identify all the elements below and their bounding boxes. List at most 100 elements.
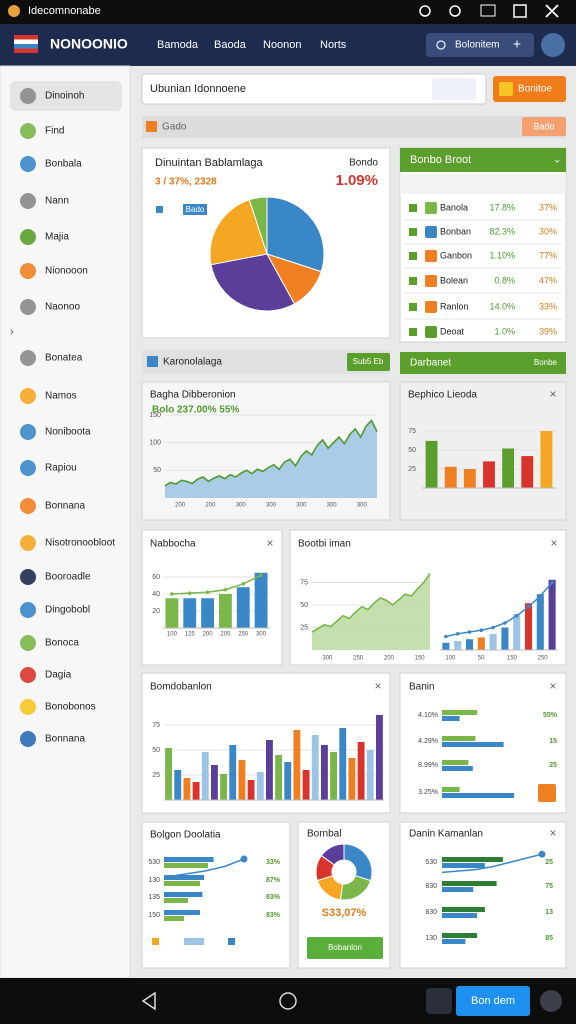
back-button[interactable] bbox=[141, 991, 156, 1011]
row-value: 37% bbox=[539, 202, 557, 212]
row-icon bbox=[425, 301, 437, 313]
sidebar-item[interactable]: Booroadle bbox=[45, 572, 91, 583]
sidebar-item[interactable]: Naonoo bbox=[45, 302, 80, 313]
sidebar-item[interactable]: Nann bbox=[45, 196, 69, 207]
sidebar-icon bbox=[20, 535, 36, 551]
sidebar-item[interactable]: Nionooon bbox=[45, 266, 88, 277]
bar bbox=[548, 579, 556, 650]
trend-point bbox=[467, 630, 472, 634]
search-field[interactable] bbox=[141, 73, 487, 105]
row-label: 130 bbox=[148, 877, 160, 884]
sidebar-item[interactable]: Namos bbox=[45, 391, 77, 402]
hbar bbox=[442, 857, 503, 862]
status-title: Idecomnonabe bbox=[28, 5, 101, 17]
sidebar-icon bbox=[20, 88, 36, 104]
close-icon[interactable]: × bbox=[549, 826, 556, 840]
row-value: 33% bbox=[266, 859, 281, 866]
bar bbox=[502, 448, 515, 488]
sidebar-item[interactable]: Bonatea bbox=[45, 353, 83, 364]
bar bbox=[302, 770, 310, 800]
row-value: 33% bbox=[539, 301, 557, 311]
close-icon[interactable]: × bbox=[549, 679, 556, 693]
strip-button[interactable] bbox=[347, 353, 390, 371]
x-tick-label: 200 bbox=[384, 656, 395, 662]
row-value: 17.8% bbox=[489, 202, 515, 212]
bar bbox=[465, 639, 474, 650]
trend-point bbox=[514, 614, 519, 618]
bar bbox=[183, 778, 191, 800]
nav-item[interactable]: Bamoda bbox=[157, 39, 199, 51]
trend-point bbox=[503, 621, 507, 625]
sidebar-item[interactable]: Noniboota bbox=[45, 427, 91, 438]
bar bbox=[501, 627, 509, 650]
row-icon bbox=[425, 326, 437, 338]
primary-button[interactable] bbox=[456, 986, 530, 1016]
sidebar-item[interactable]: Nisotronoobloot bbox=[45, 538, 115, 549]
close-icon[interactable]: × bbox=[266, 536, 273, 550]
bar bbox=[210, 765, 218, 800]
y-tick-label: 75 bbox=[408, 428, 416, 435]
sidebar-item[interactable]: Bonoca bbox=[45, 638, 79, 649]
trend-line bbox=[445, 582, 553, 638]
x-tick-label: 300 bbox=[296, 503, 307, 509]
bar bbox=[201, 598, 215, 628]
logo bbox=[14, 35, 38, 40]
x-tick-label: 150 bbox=[415, 656, 426, 662]
close-icon[interactable]: × bbox=[374, 679, 381, 693]
sidebar-item[interactable]: Dagia bbox=[45, 670, 72, 681]
bar bbox=[477, 637, 485, 650]
sidebar-item[interactable]: Find bbox=[45, 126, 64, 137]
x-tick-label: 300 bbox=[357, 503, 368, 509]
trend-point bbox=[491, 625, 495, 630]
row-value: 83% bbox=[266, 912, 281, 919]
profile-button[interactable] bbox=[540, 990, 562, 1012]
share-button[interactable] bbox=[426, 988, 452, 1014]
sidebar-item[interactable]: Bonbala bbox=[45, 159, 82, 170]
donut-button[interactable] bbox=[307, 937, 383, 959]
home-button[interactable] bbox=[279, 992, 297, 1010]
nav-item[interactable]: Norts bbox=[320, 39, 347, 51]
action-button[interactable] bbox=[538, 784, 556, 802]
legend-swatch bbox=[184, 938, 204, 945]
bar bbox=[311, 735, 319, 800]
y-tick-label: 50 bbox=[152, 747, 160, 754]
close-icon[interactable]: × bbox=[549, 387, 556, 401]
row-value: 83% bbox=[266, 894, 281, 901]
trend-point bbox=[538, 594, 543, 598]
corner-value: 1.09% bbox=[335, 172, 378, 189]
sidebar-item[interactable]: Bonobonos bbox=[45, 702, 96, 713]
x-tick-label: 125 bbox=[185, 632, 196, 638]
avatar[interactable] bbox=[541, 33, 565, 57]
bar bbox=[330, 752, 338, 800]
x-tick-label: 250 bbox=[238, 632, 249, 638]
sidebar-item[interactable]: Dingobobl bbox=[45, 605, 90, 616]
sidebar-item[interactable]: Bonnana bbox=[45, 734, 85, 745]
card-subtitle: 3 / 37%, 2328 bbox=[155, 177, 217, 188]
search-button[interactable] bbox=[426, 33, 534, 57]
close-icon[interactable]: × bbox=[550, 536, 557, 550]
app-icon bbox=[8, 5, 20, 17]
sidebar-item[interactable]: Majia bbox=[45, 232, 69, 243]
sidebar-item[interactable]: Dinoinoh bbox=[45, 91, 84, 102]
bar bbox=[454, 641, 462, 650]
trend-line bbox=[165, 858, 245, 878]
sidebar-icon bbox=[20, 388, 36, 404]
sidebar-icon bbox=[20, 460, 36, 476]
hbar bbox=[442, 881, 497, 886]
sidebar-item[interactable]: Rapiou bbox=[45, 463, 77, 474]
bar bbox=[201, 752, 209, 800]
toolbar-button[interactable] bbox=[522, 117, 566, 136]
nav-item[interactable]: Noonon bbox=[263, 39, 302, 51]
sidebar-item[interactable]: Bonnana bbox=[45, 501, 85, 512]
hbar bbox=[442, 939, 466, 944]
bar bbox=[220, 774, 228, 800]
nav-item[interactable]: Baoda bbox=[214, 39, 247, 51]
sidebar-icon bbox=[20, 193, 36, 209]
primary-button-label: Bon dem bbox=[471, 995, 515, 1007]
bar bbox=[348, 758, 356, 800]
trend-point bbox=[526, 605, 531, 609]
hbar bbox=[442, 787, 460, 792]
status-icon bbox=[449, 5, 461, 17]
legend-label: Bado bbox=[186, 205, 205, 214]
